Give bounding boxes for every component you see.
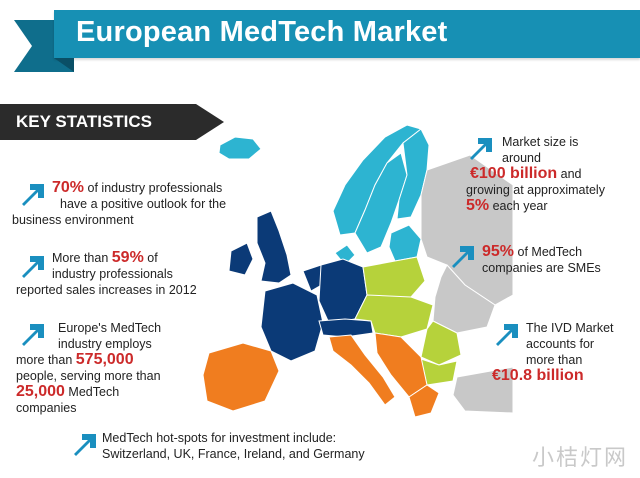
arrow-up-right-icon [22, 184, 44, 206]
arrow-up-right-icon [74, 434, 96, 456]
arrow-up-right-icon [496, 324, 518, 346]
stat-outlook: 70% of industry professionals have a pos… [12, 179, 227, 228]
map-iceland [218, 136, 262, 160]
stat-sales-value: 59% [111, 249, 144, 266]
page-title: European MedTech Market [76, 16, 448, 48]
stat-growth-value: 5% [466, 197, 490, 214]
stat-hotspots: MedTech hot-spots for investment include… [102, 431, 365, 461]
stat-market-size: Market size is around €100 billion and g… [466, 135, 605, 214]
stat-companies-value: 25,000 [16, 383, 65, 400]
stat-sales: More than 59% of industry professionals … [16, 249, 197, 298]
europe-map [202, 124, 514, 418]
key-statistics-header-arrow [196, 104, 224, 140]
banner-fold [54, 58, 74, 72]
arrow-up-right-icon [22, 256, 44, 278]
stat-outlook-value: 70% [52, 179, 85, 196]
watermark: 小桔灯网 [531, 446, 628, 471]
map-ireland [228, 242, 254, 276]
stat-smes: 95% of MedTech companies are SMEs [482, 243, 601, 276]
map-greece [408, 384, 440, 418]
stat-ivd-value: €10.8 billion [492, 367, 584, 384]
stat-employs: Europe's MedTech industry employs more t… [16, 321, 162, 415]
map-turkey [452, 366, 514, 414]
map-iberia [202, 342, 280, 412]
map-poland [362, 256, 426, 302]
arrow-up-right-icon [470, 138, 492, 160]
stat-market-size-value: €100 billion [470, 165, 558, 182]
stat-employs-value: 575,000 [75, 351, 134, 368]
map-france [260, 282, 324, 362]
map-alpine [318, 318, 374, 338]
key-statistics-title: KEY STATISTICS [16, 112, 153, 131]
map-baltics [388, 224, 422, 262]
banner-notch [14, 20, 32, 72]
map-uk [256, 210, 292, 284]
title-banner [54, 10, 640, 58]
stat-smes-value: 95% [482, 243, 515, 260]
stat-ivd: The IVD Market accounts for more than €1… [492, 321, 614, 384]
map-italy [328, 334, 396, 406]
map-finland [396, 128, 430, 220]
arrow-up-right-icon [22, 324, 44, 346]
key-statistics-header [0, 104, 196, 140]
arrow-up-right-icon [452, 246, 474, 268]
